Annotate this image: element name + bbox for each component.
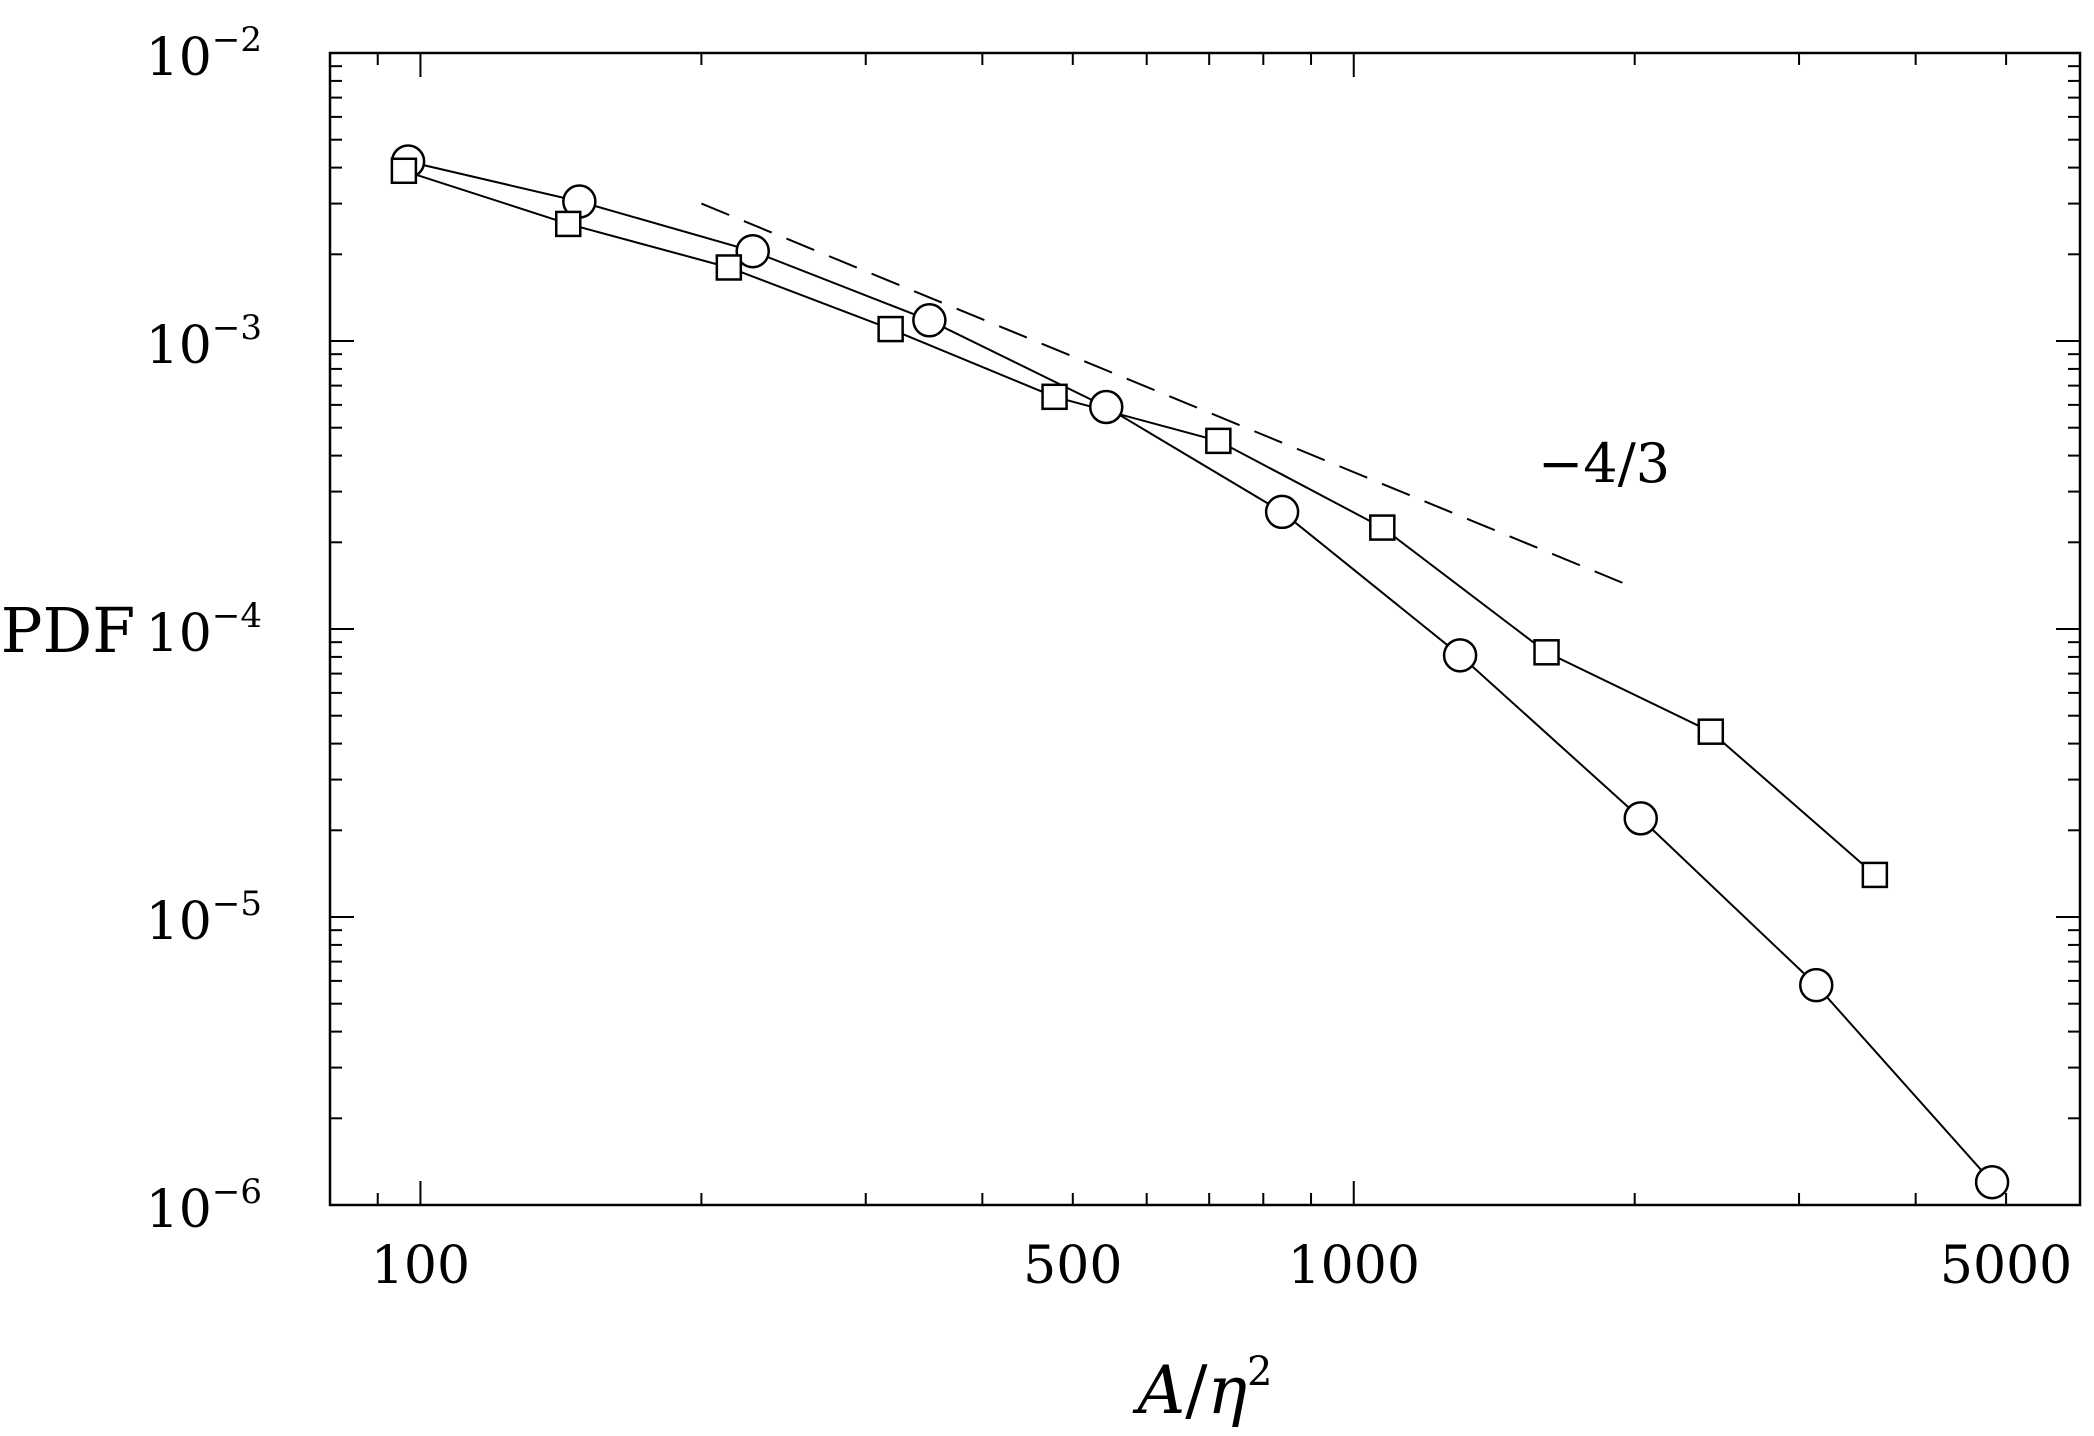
square-marker bbox=[877, 315, 904, 343]
circle-marker bbox=[1798, 967, 1834, 1003]
square-marker bbox=[1697, 718, 1725, 745]
square-marker bbox=[715, 254, 743, 281]
y-tick-label: 10−3 bbox=[146, 308, 262, 376]
circle-marker bbox=[1974, 1164, 2010, 1200]
x-tick-label: 1000 bbox=[1288, 1236, 1420, 1296]
x-tick-label: 100 bbox=[371, 1236, 470, 1296]
x-axis-title-slash: / bbox=[1185, 1352, 1208, 1429]
x-axis-title-symbol: η bbox=[1207, 1352, 1247, 1429]
reference-line bbox=[701, 202, 1636, 589]
x-tick-label: 5000 bbox=[1940, 1236, 2072, 1296]
square-marker bbox=[1205, 427, 1232, 455]
x-axis-title-main: A bbox=[1132, 1352, 1186, 1429]
square-marker bbox=[1041, 383, 1068, 411]
major-ticks bbox=[330, 53, 2080, 1206]
circle-marker bbox=[1088, 389, 1124, 425]
x-axis-title: A/η2 bbox=[1132, 1349, 1273, 1429]
series-line-circle bbox=[407, 160, 1993, 1183]
y-tick-label: 10−4 bbox=[146, 596, 262, 664]
series-line-square bbox=[403, 169, 1876, 876]
minor-ticks bbox=[329, 53, 2081, 1205]
x-tick-label: 500 bbox=[1023, 1236, 1122, 1296]
circle-marker bbox=[912, 303, 947, 338]
reference-line-label: −4/3 bbox=[1538, 432, 1670, 495]
series-markers bbox=[390, 144, 2010, 1200]
y-tick-labels: 10−6 10−5 10−4 10−3 10−2 bbox=[146, 20, 262, 1240]
circle-marker bbox=[1442, 638, 1478, 673]
circle-marker bbox=[1623, 801, 1658, 836]
x-tick-labels: 100 500 1000 5000 bbox=[371, 1236, 2072, 1296]
circle-marker bbox=[735, 233, 770, 269]
square-marker bbox=[1369, 514, 1396, 541]
square-marker bbox=[1861, 861, 1889, 889]
y-axis-title: PDF bbox=[1, 594, 135, 667]
square-marker bbox=[390, 157, 418, 185]
series-lines bbox=[403, 160, 1993, 1183]
square-marker bbox=[1533, 639, 1560, 666]
reference-dashed-line bbox=[701, 202, 1636, 589]
square-marker bbox=[554, 210, 582, 238]
y-tick-label: 10−5 bbox=[146, 884, 262, 952]
y-tick-label: 10−6 bbox=[146, 1172, 262, 1240]
y-tick-label: 10−2 bbox=[146, 20, 262, 88]
x-axis-title-exponent: 2 bbox=[1247, 1349, 1272, 1395]
plot-frame bbox=[328, 51, 2082, 1207]
circle-marker bbox=[1264, 494, 1300, 530]
